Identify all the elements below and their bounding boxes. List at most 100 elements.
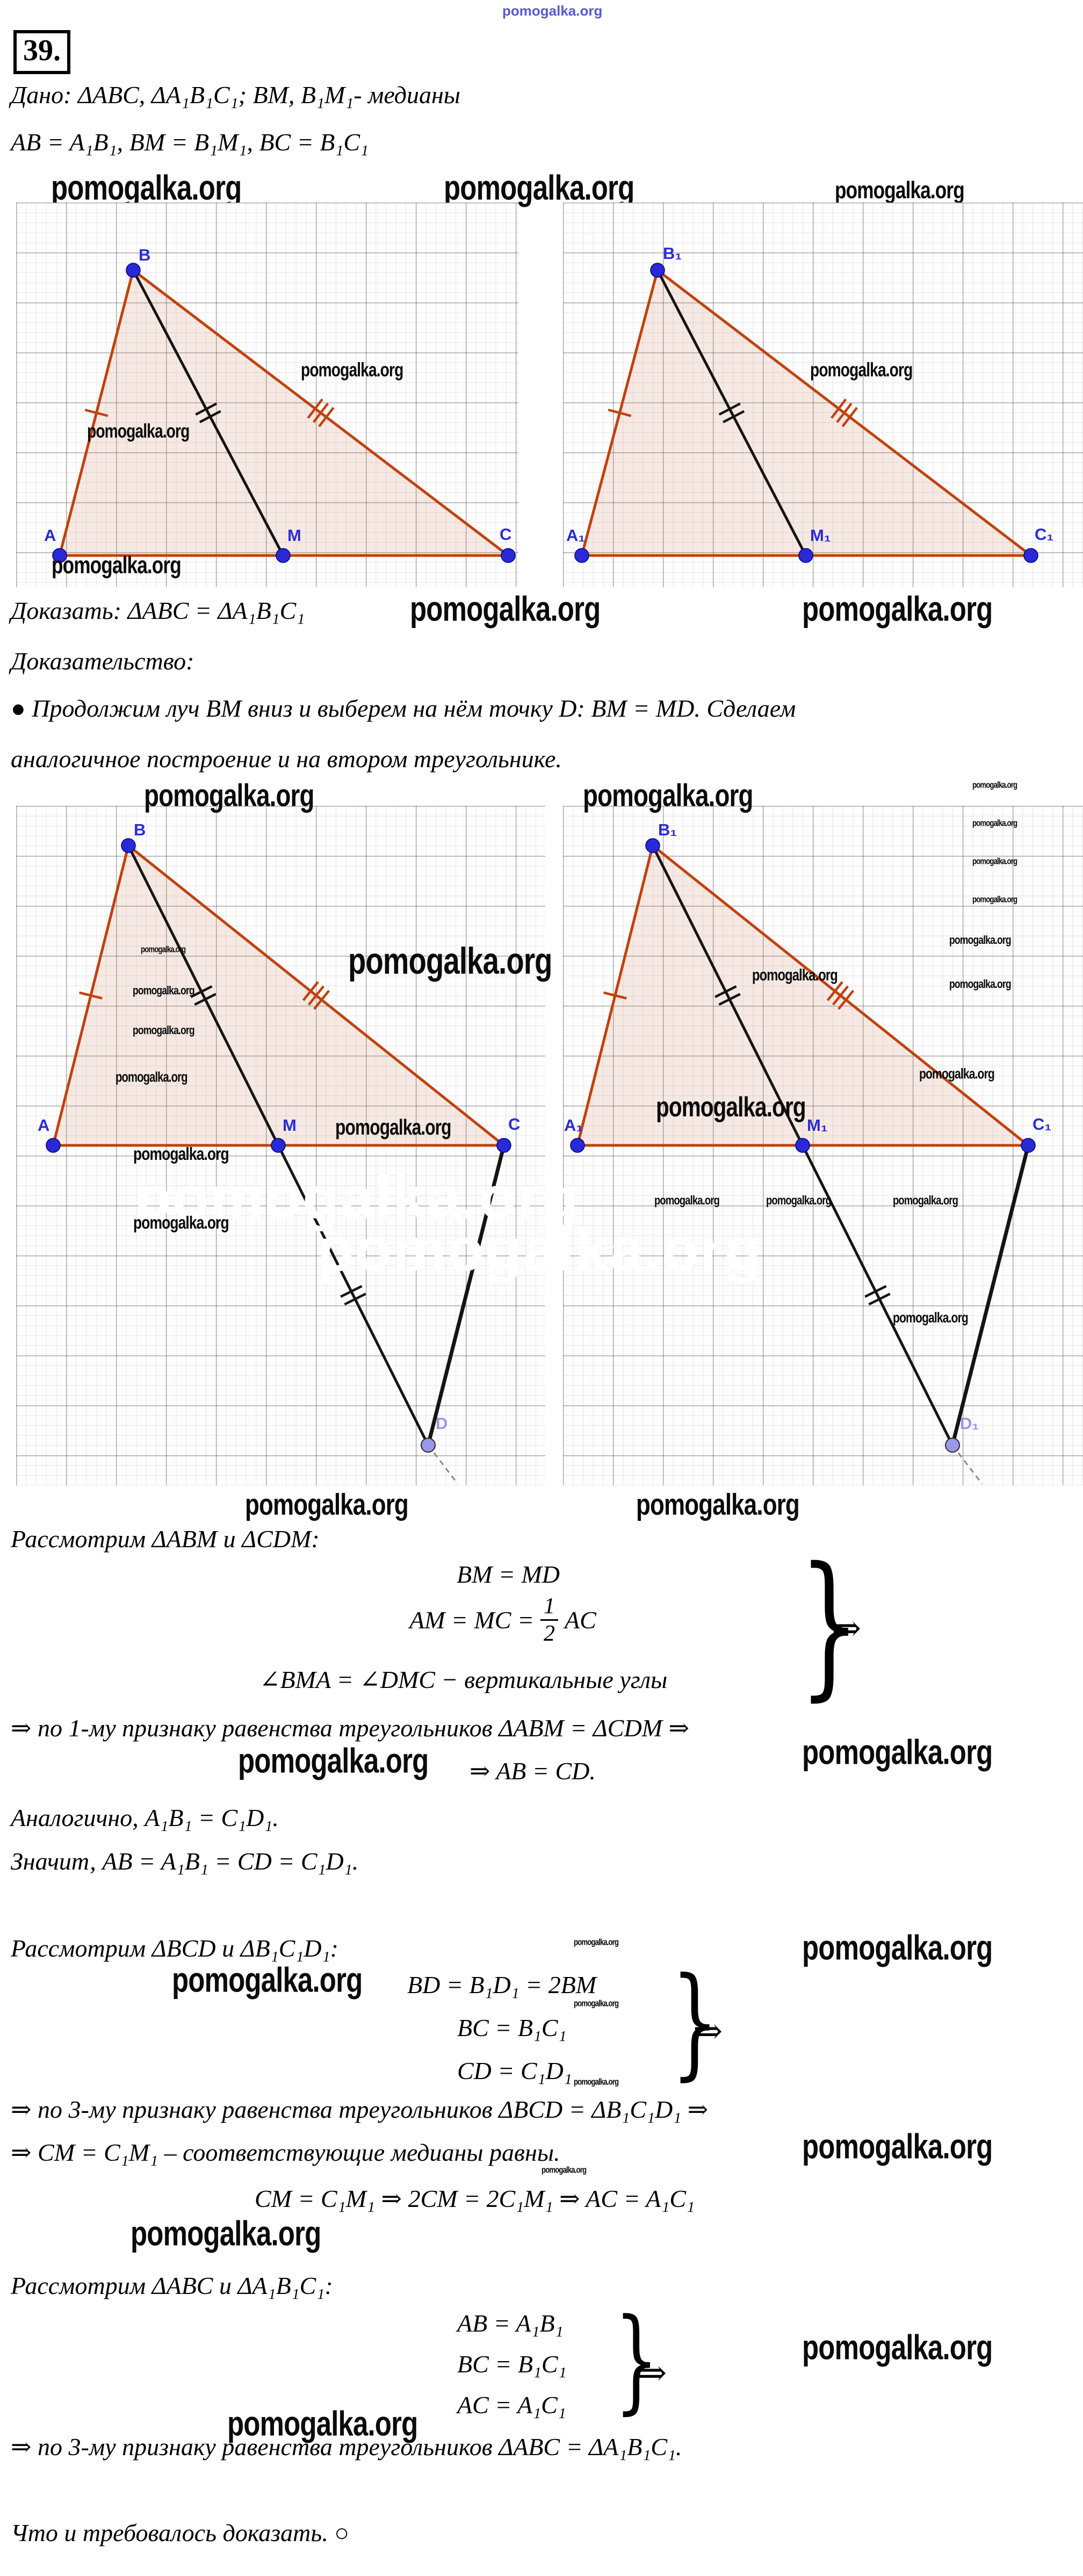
system-brace: } <box>671 1952 719 2092</box>
site-watermark: pomogalka.org <box>972 818 1017 829</box>
segment-cd <box>426 1145 506 1446</box>
equation-am-mc-half-ac: AM = MC = 1 2 AC <box>409 1593 596 1647</box>
fraction-one-half: 1 2 <box>540 1593 558 1647</box>
analogous-statement: Аналогично, A₁B₁ = C₁D₁. <box>11 1804 279 1831</box>
site-watermark: pomogalka.org <box>802 2127 993 2166</box>
site-watermark: pomogalka.org <box>87 420 190 442</box>
point-label-b1: B₁ <box>658 820 677 839</box>
figure-triangle-abc: B A M C <box>44 246 516 563</box>
ray-tail-below-d <box>427 1445 459 1484</box>
point-c <box>496 1138 511 1153</box>
point-label-a1: A₁ <box>564 1116 583 1135</box>
median-b1m1 <box>656 269 807 557</box>
point-label-m1: M₁ <box>807 1116 828 1135</box>
point-label-m: M <box>283 1116 297 1135</box>
site-watermark: pomogalka.org <box>410 589 601 629</box>
site-watermark: pomogalka.org <box>52 552 182 579</box>
site-watermark: pomogalka.org <box>144 778 314 814</box>
tick-ab <box>79 991 103 1000</box>
tick-m1d1 <box>864 1285 891 1306</box>
equation-ab-a1b1: AB = A₁B₁ <box>457 2310 564 2337</box>
point-c1 <box>1023 548 1038 563</box>
site-watermark: pomogalka.org <box>654 1194 720 1208</box>
tick-a1b1 <box>603 991 627 1000</box>
point-m <box>276 548 291 563</box>
site-watermark: pomogalka.org <box>115 1069 188 1085</box>
point-b <box>121 838 136 853</box>
site-watermark: pomogalka.org <box>335 1115 452 1139</box>
equation-left-part: AM = MC = <box>409 1606 534 1634</box>
point-label-c: C <box>500 525 511 544</box>
fraction-numerator: 1 <box>544 1594 555 1619</box>
equation-bc-b1c1: BC = B₁C₁ <box>457 2014 567 2041</box>
site-watermark: pomogalka.org <box>972 780 1017 791</box>
site-watermark: pomogalka.org <box>238 1741 429 1780</box>
point-label-a: A <box>38 1116 49 1135</box>
site-watermark: pomogalka.org <box>301 359 403 381</box>
conclusion-third-criterion-bcd: ⇒ по 3-му признаку равенства треугольник… <box>11 2096 709 2123</box>
equation-ac-a1c1: AC = A₁C₁ <box>457 2391 566 2419</box>
point-m <box>271 1138 286 1153</box>
point-label-c1: C₁ <box>1035 525 1053 544</box>
equation-cd-c1d1: CD = C₁D₁ <box>457 2057 572 2084</box>
point-b1 <box>645 838 660 853</box>
site-watermark: pomogalka.org <box>802 589 993 629</box>
point-label-m1: M₁ <box>810 526 831 545</box>
site-watermark: pomogalka.org <box>656 1091 806 1123</box>
chain-cm-ac: CM = C₁M₁ ⇒ 2CM = 2C₁M₁ ⇒ AC = A₁C₁ <box>255 2185 695 2212</box>
tick-b1c1 <box>831 398 858 428</box>
consider-abm-cdm-title: Рассмотрим ΔABM и ΔCDM: <box>11 1525 320 1553</box>
point-b <box>126 263 141 278</box>
equation-right-part: AC <box>565 1606 596 1634</box>
point-label-d1: D₁ <box>960 1414 979 1433</box>
site-watermark: pomogalka.org <box>348 941 553 983</box>
equation-bd-2bm: BD = B₁D₁ = 2BM <box>407 1971 597 1998</box>
point-label-c1: C₁ <box>1033 1115 1051 1134</box>
point-label-c: C <box>508 1115 520 1134</box>
site-watermark: pomogalka.org <box>133 1144 229 1164</box>
ghost-watermark: pomogalka.org <box>134 1164 580 1231</box>
tick-b1m1 <box>714 985 741 1006</box>
site-watermark: pomogalka.org <box>752 966 838 984</box>
point-label-d: D <box>436 1414 447 1433</box>
tick-b1m1 <box>718 402 745 423</box>
site-watermark: pomogalka.org <box>636 1488 800 1521</box>
point-a <box>46 1138 61 1153</box>
prove-statement: Доказать: ΔABC = ΔA₁B₁C₁ <box>11 597 305 624</box>
system-brace: } <box>799 1534 861 1715</box>
site-watermark: pomogalka.org <box>810 359 913 381</box>
site-watermark: pomogalka.org <box>502 3 603 19</box>
proof-label: Доказательство: <box>11 647 194 675</box>
construction-step: ● Продолжим луч BM вниз и выберем на нём… <box>11 695 796 773</box>
fraction-denominator: 2 <box>540 1619 558 1647</box>
result-medians-equal: ⇒ CM = C₁M₁ – соответствующие медианы ра… <box>11 2139 560 2166</box>
implies-arrow: ⇒ <box>832 1609 862 1648</box>
site-watermark: pomogalka.org <box>972 894 1017 905</box>
grid-fig1-right <box>563 203 1083 587</box>
site-watermark: pomogalka.org <box>583 778 753 814</box>
site-watermark: pomogalka.org <box>802 1733 993 1772</box>
implies-arrow: ⇒ <box>693 2012 723 2051</box>
figure-triangle-a1b1c1: B₁ A₁ M₁ C₁ <box>566 244 1053 563</box>
tick-bm <box>195 402 221 423</box>
triangle-abc <box>58 269 510 557</box>
problem-number: 39. <box>13 30 70 74</box>
conclusion-first-criterion: ⇒ по 1-му признаку равенства треугольник… <box>11 1714 690 1742</box>
point-label-a1: A₁ <box>566 526 585 545</box>
system-brace: } <box>614 2294 659 2426</box>
figure-triangle-abc-extended: B A M C D <box>38 820 520 1484</box>
therefore-statement: Значит, AB = A₁B₁ = CD = C₁D₁. <box>11 1848 359 1875</box>
point-a1 <box>570 1138 585 1153</box>
equation-bm-md: BM = MD <box>457 1561 560 1588</box>
site-watermark: pomogalka.org <box>227 2404 418 2443</box>
ray-tail-below-d1 <box>951 1445 983 1484</box>
conclusion-third-criterion-abc: ⇒ по 3-му признаку равенства треугольник… <box>11 2433 682 2460</box>
consider-abc-a1b1c1-title: Рассмотрим ΔABC и ΔA₁B₁C₁: <box>11 2272 333 2299</box>
given-statement: Дано: ΔABC, ΔA₁B₁C₁; BM, B₁M₁- медианы <box>11 81 460 109</box>
site-watermark: pomogalka.org <box>949 934 1012 947</box>
tick-bc <box>307 398 335 428</box>
tick-ab <box>84 408 109 417</box>
equation-bc-b1c1: BC = B₁C₁ <box>457 2350 567 2378</box>
site-watermark: pomogalka.org <box>444 168 634 207</box>
